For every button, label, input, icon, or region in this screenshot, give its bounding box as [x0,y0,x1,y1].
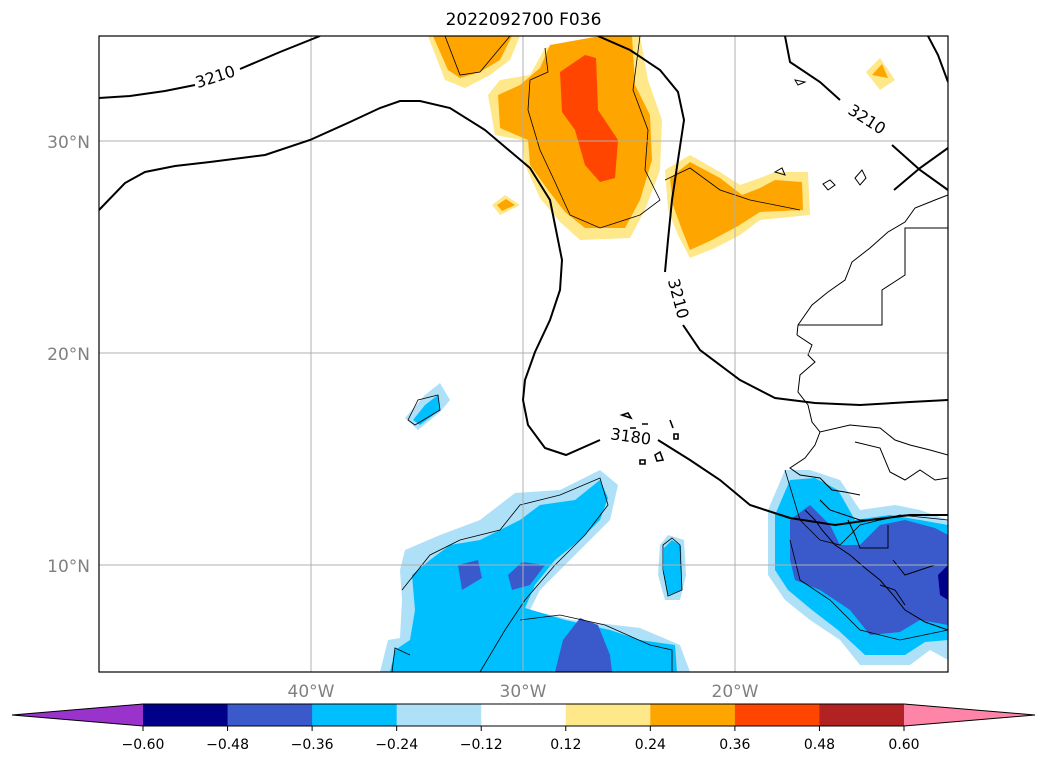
lat-label-20n: 20°N [47,345,90,365]
contour-label: 3210 [664,276,693,320]
contour-label: 3210 [193,61,238,92]
islands [619,412,679,465]
contour-label: 3210 [845,100,889,138]
colorbar-tick-label: 0.36 [719,737,750,753]
colorbar-tick-label: −0.24 [375,737,418,753]
graticule [99,36,948,672]
colorbar: −0.60 −0.48 −0.36 −0.24 −0.12 0.12 0.24 0.36 0.4… [11,703,1036,753]
lon-label-20w: 20°W [712,682,759,702]
lon-label-40w: 40°W [288,682,335,702]
positive-anomaly-fill [428,36,895,258]
lat-label-30n: 30°N [47,133,90,153]
colorbar-tick-label: −0.36 [291,737,334,753]
colorbar-segment [565,704,651,726]
colorbar-tick-label: −0.60 [122,737,165,753]
colorbar-extend-high [904,704,1035,726]
colorbar-segment [396,704,482,726]
colorbar-tick-label: 0.60 [888,737,919,753]
contour-label: 3180 [609,424,652,448]
colorbar-tick-label: 0.48 [804,737,835,753]
map-plot-area [99,36,948,672]
lon-label-30w: 30°W [500,682,547,702]
colorbar-segment [481,704,567,726]
colorbar-segment [734,704,820,726]
colorbar-segment [312,704,398,726]
coastlines [773,79,948,631]
colorbar-extend-low [12,704,143,726]
colorbar-tick-label: 0.12 [550,737,581,753]
negative-anomaly-fill [380,383,948,672]
colorbar-segment [143,704,229,726]
colorbar-segment [819,704,905,726]
colorbar-tick-label: 0.24 [635,737,666,753]
colorbar-tick-label: −0.48 [206,737,249,753]
map-title: 2022092700 F036 [445,10,602,30]
lat-label-10n: 10°N [47,557,90,577]
colorbar-segment [650,704,736,726]
map-frame [98,35,949,673]
colorbar-tick-label: −0.12 [460,737,503,753]
anomaly-contour-lines [391,36,948,672]
height-contours [99,36,948,527]
colorbar-segment [227,704,313,726]
